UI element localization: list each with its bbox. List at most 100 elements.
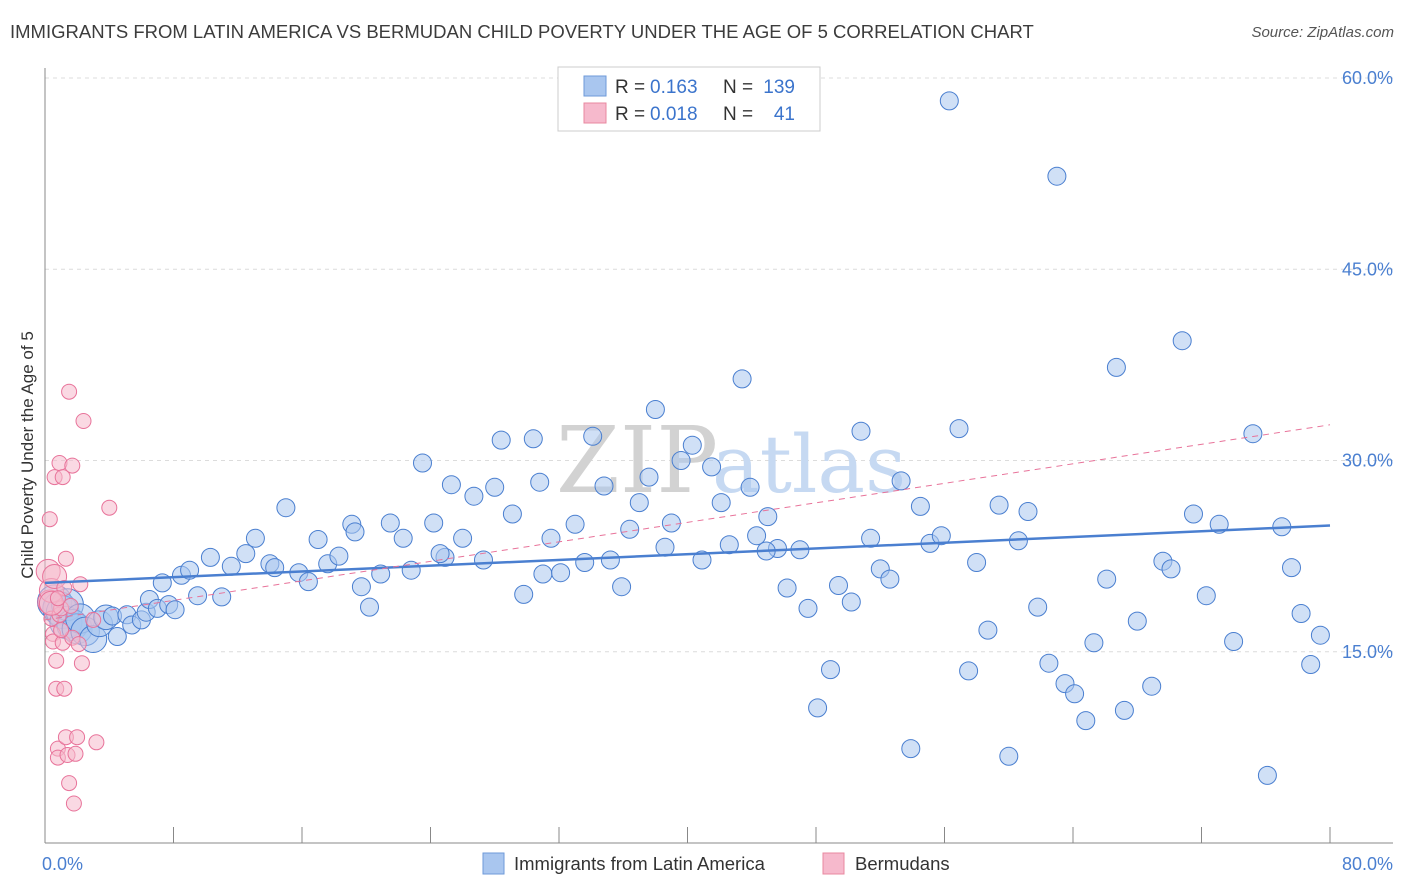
latin-america-point: [740, 477, 760, 497]
latin-america-point: [620, 519, 640, 539]
latin-america-point: [719, 535, 739, 555]
latin-america-point: [1106, 357, 1126, 377]
latin-america-point: [910, 496, 930, 516]
latin-america-point: [989, 495, 1009, 515]
latin-america-point: [978, 620, 998, 640]
latin-america-point: [464, 486, 484, 506]
trend-lines: [44, 424, 1331, 621]
latin-america-point: [351, 577, 371, 597]
latin-america-point: [523, 429, 543, 449]
latin-america-point: [221, 556, 241, 576]
latin-america-point: [107, 627, 127, 646]
latin-america-point: [551, 563, 571, 583]
latin-america-point: [380, 513, 400, 533]
latin-america-point: [1209, 514, 1229, 534]
bermudan-point: [64, 457, 81, 474]
latin-america-point: [533, 564, 553, 584]
latin-america-point: [212, 587, 232, 607]
latin-america-point: [600, 550, 620, 570]
latin-america-point: [298, 572, 318, 592]
latin-america-point: [188, 586, 208, 606]
bottom-legend-label-1: Immigrants from Latin America: [514, 853, 766, 874]
latin-america-point: [1172, 331, 1192, 351]
bermudan-point: [61, 383, 78, 400]
legend-n-label-1: N =: [723, 77, 753, 98]
bermudan-point: [54, 469, 71, 486]
latin-america-point: [655, 537, 675, 557]
legend-n-label-2: N =: [723, 104, 753, 125]
bermudan-point: [41, 511, 58, 528]
latin-america-point: [901, 739, 921, 759]
latin-america-point: [485, 477, 505, 497]
latin-america-point: [959, 661, 979, 681]
latin-america-point: [821, 660, 840, 680]
latin-america-point: [702, 457, 722, 477]
latin-america-point: [682, 435, 702, 455]
latin-america-point: [692, 550, 712, 570]
bermudan-point: [57, 550, 74, 567]
latin-america-point: [165, 600, 185, 620]
latin-america-point: [594, 476, 614, 496]
bermudan-point: [61, 775, 78, 792]
y-tick-label: 30.0%: [1342, 451, 1393, 471]
axis-labels: 15.0% 30.0% 45.0% 60.0% 0.0% 80.0%: [42, 68, 1393, 874]
latin-america-point: [401, 560, 421, 580]
latin-america-point: [829, 576, 848, 595]
y-tick-label: 45.0%: [1342, 259, 1393, 279]
y-axis-title: Child Poverty Under the Age of 5: [18, 331, 37, 579]
data-points: [35, 91, 1330, 812]
latin-america-point: [1114, 700, 1134, 720]
bermudan-point: [88, 734, 105, 751]
latin-america-point: [1018, 502, 1038, 521]
bermudan-point: [75, 413, 92, 429]
latin-america-point: [413, 453, 432, 473]
latin-america-point: [841, 592, 861, 612]
latin-america-point: [491, 430, 511, 450]
latin-america-point: [1257, 765, 1277, 785]
chart-source: Source: ZipAtlas.com: [1251, 24, 1394, 41]
latin-america-point: [880, 569, 900, 589]
bermudan-point: [85, 611, 102, 628]
legend-r-value-1: 0.163: [650, 77, 698, 98]
latin-america-point: [861, 528, 881, 548]
latin-america-point: [441, 475, 461, 495]
latin-america-point: [1196, 586, 1216, 606]
grid-lines: [45, 77, 1393, 653]
bottom-legend-swatch-pink: [822, 852, 845, 875]
latin-america-point: [1097, 569, 1117, 589]
latin-america-point: [502, 504, 522, 524]
latin-america-point: [1161, 559, 1181, 579]
latin-america-point: [1065, 684, 1085, 704]
latin-america-point: [308, 530, 328, 549]
x-tick-label-min: 0.0%: [42, 854, 83, 874]
legend-n-value-1: 139: [763, 77, 795, 98]
latin-america-trend-line: [44, 524, 1331, 585]
latin-america-point: [798, 598, 818, 618]
stats-legend: R = 0.163 N = 139 R = 0.018 N = 41: [557, 66, 821, 132]
latin-america-point: [1084, 633, 1104, 653]
latin-america-point: [180, 560, 200, 580]
latin-america-point: [999, 746, 1019, 766]
bermudan-point: [73, 655, 90, 672]
bermudan-trend-line: [44, 424, 1331, 621]
latin-america-point: [1047, 166, 1067, 186]
y-tick-label: 60.0%: [1342, 68, 1393, 88]
latin-america-point: [514, 584, 534, 604]
legend-swatch-blue: [583, 75, 607, 97]
latin-america-point: [530, 472, 550, 492]
bermudan-point: [70, 636, 87, 653]
latin-america-point: [1310, 625, 1330, 645]
latin-america-point: [808, 698, 828, 718]
latin-america-point: [424, 513, 444, 533]
bermudan-point: [72, 576, 89, 593]
latin-america-point: [758, 507, 778, 527]
latin-america-point: [851, 421, 871, 441]
latin-america-point: [711, 493, 731, 513]
y-tick-label: 15.0%: [1342, 642, 1393, 662]
bermudan-point: [56, 680, 73, 697]
latin-america-point: [1224, 632, 1244, 651]
legend-r-label-1: R =: [615, 77, 645, 98]
legend-swatch-pink: [583, 102, 607, 124]
latin-america-point: [1028, 597, 1048, 617]
bermudan-point: [48, 652, 65, 669]
